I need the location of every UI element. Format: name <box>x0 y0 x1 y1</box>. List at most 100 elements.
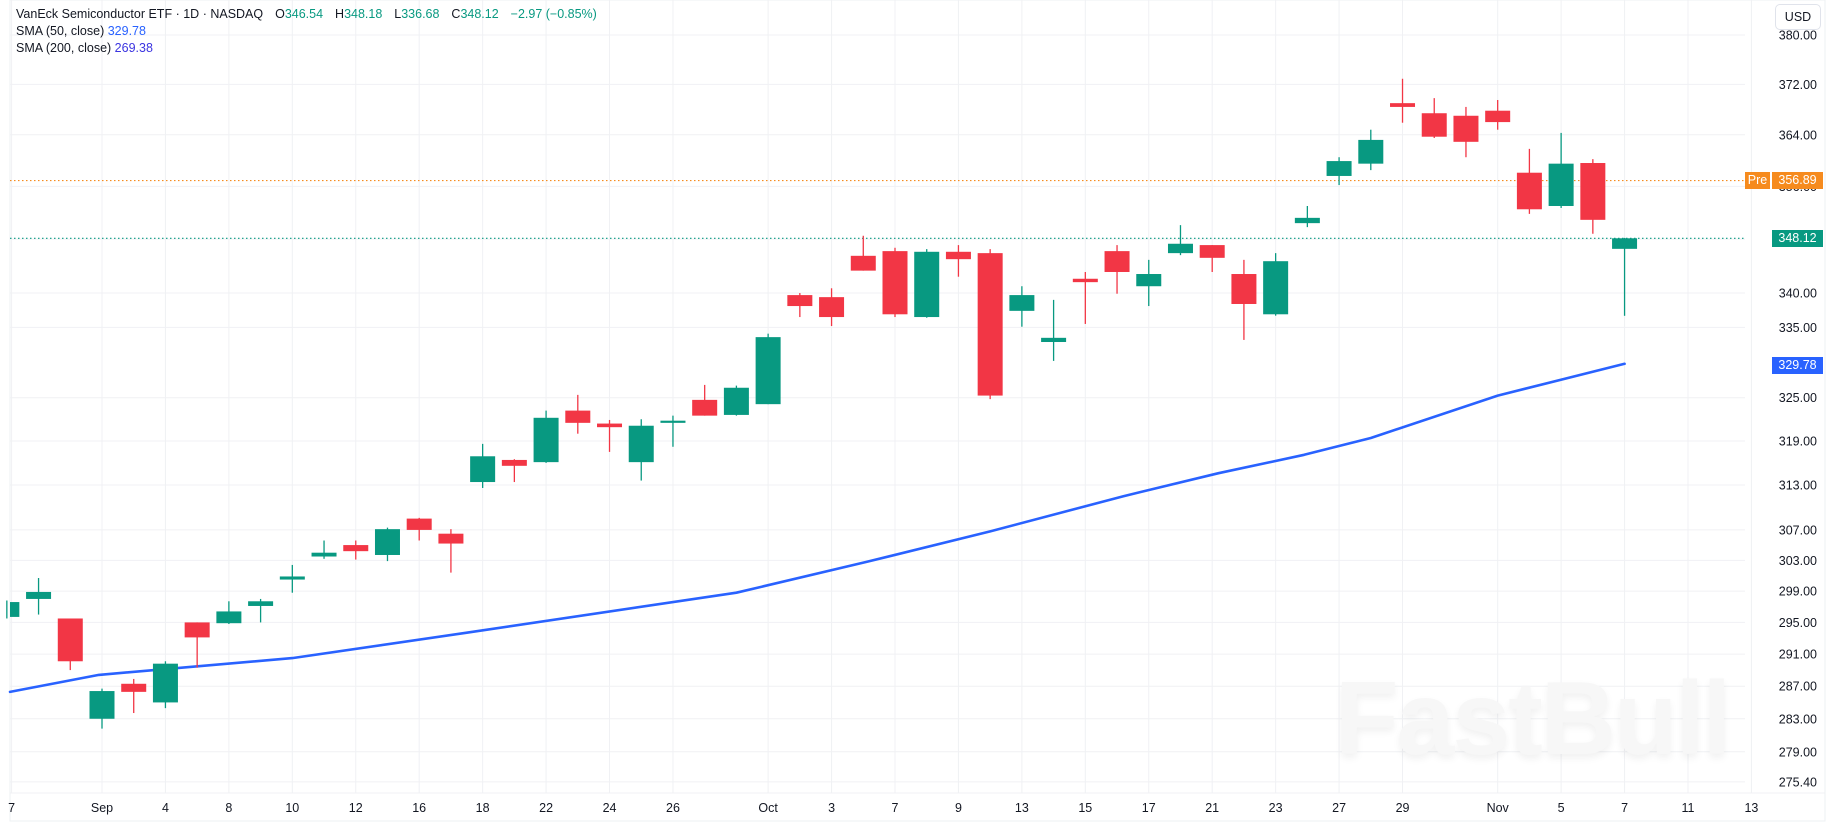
candle-body <box>26 591 52 599</box>
price-tick-label: 372.00 <box>1779 78 1817 92</box>
time-tick-label: 16 <box>412 801 426 815</box>
candle-body <box>787 295 813 307</box>
price-tick-label: 287.00 <box>1779 680 1817 694</box>
time-tick-label: 10 <box>285 801 299 815</box>
time-tick-label: 12 <box>349 801 363 815</box>
candle-body <box>89 691 115 719</box>
price-tick-label: 283.00 <box>1779 712 1817 726</box>
time-tick-label: 15 <box>1078 801 1092 815</box>
time-tick-label: 7 <box>892 801 899 815</box>
interval[interactable]: 1D <box>183 7 200 21</box>
premarket-price-label: 356.89 <box>1772 172 1823 189</box>
candle <box>1453 106 1479 158</box>
candle-body <box>660 420 686 423</box>
price-tick-label: 380.00 <box>1779 29 1817 43</box>
price-tick-label: 275.40 <box>1779 775 1817 789</box>
candle <box>1326 157 1352 186</box>
candle-body <box>628 425 654 463</box>
candle <box>977 249 1003 400</box>
candle-body <box>374 529 400 555</box>
sma50-value: 329.78 <box>107 24 146 38</box>
chart-frame <box>9 0 1826 822</box>
time-tick-label: Oct <box>758 801 778 815</box>
candle-body <box>279 576 305 580</box>
candle-body <box>501 459 527 466</box>
time-tick-label: 29 <box>1396 801 1410 815</box>
symbol-name[interactable]: VanEck Semiconductor ETF <box>16 7 173 21</box>
candle <box>1009 286 1035 327</box>
candle <box>533 410 559 463</box>
price-tick-label: 303.00 <box>1779 554 1817 568</box>
close-value: 348.12 <box>460 7 499 21</box>
candle-body <box>1612 238 1638 249</box>
candle-body <box>977 253 1003 396</box>
candle-body <box>1580 163 1606 220</box>
sma50-label: SMA (50, close) <box>16 24 105 38</box>
sma200-legend[interactable]: SMA (200, close) 269.38 <box>16 40 597 57</box>
candle <box>311 540 337 559</box>
price-tick-label: 313.00 <box>1779 479 1817 493</box>
candle-body <box>1041 337 1067 343</box>
candle-body <box>565 410 591 423</box>
candle-body <box>1294 217 1320 224</box>
sma200-label: SMA (200, close) <box>16 41 112 55</box>
sma50-price-label: 329.78 <box>1772 357 1823 374</box>
candle-body <box>723 387 749 415</box>
candle <box>819 288 845 327</box>
sma200-value: 269.38 <box>114 41 153 55</box>
candle <box>26 578 52 615</box>
candle <box>1072 271 1098 324</box>
exchange: NASDAQ <box>210 7 264 21</box>
candle-body <box>216 611 242 624</box>
candle-body <box>343 545 369 552</box>
time-tick-label: Sep <box>91 801 113 815</box>
time-tick-label: 13 <box>1015 801 1029 815</box>
price-tick-label: 325.00 <box>1779 391 1817 405</box>
candle-body <box>1358 139 1384 164</box>
currency-button[interactable]: USD <box>1775 4 1821 30</box>
time-tick-label: 18 <box>476 801 490 815</box>
candles <box>6 78 1638 729</box>
open-value: 346.54 <box>284 7 324 21</box>
separator-dot: · <box>202 7 211 21</box>
time-tick-label: 22 <box>539 801 553 815</box>
candle-body <box>1231 274 1257 304</box>
candle <box>57 618 83 671</box>
candle <box>1516 148 1542 214</box>
time-tick-label: 3 <box>828 801 835 815</box>
price-axis[interactable]: 380.00372.00364.00356.00348.00340.00335.… <box>1779 29 1817 790</box>
close-label: C <box>451 7 461 21</box>
last-price-label: 348.12 <box>1772 230 1823 247</box>
price-tick-label: 340.00 <box>1779 287 1817 301</box>
time-tick-label: 7 <box>8 801 15 815</box>
price-tick-label: 291.00 <box>1779 648 1817 662</box>
candle-body <box>10 602 20 617</box>
candle-body <box>882 251 908 315</box>
grid-lines <box>10 0 1825 794</box>
symbol-row[interactable]: VanEck Semiconductor ETF · 1D · NASDAQ O… <box>16 6 597 23</box>
candle <box>152 661 178 709</box>
candle <box>628 419 654 481</box>
candle <box>470 443 496 488</box>
time-axis[interactable]: 7 Sep 4 8 10 12 16 18 22 24 26 Oct 3 7 9 13 15 17 21 23 27 29… <box>8 801 1758 815</box>
candle-body <box>755 337 781 405</box>
high-value: 348.18 <box>344 7 383 21</box>
sma50-line <box>8 362 1626 694</box>
candle-body <box>1167 243 1193 254</box>
price-tick-label: 307.00 <box>1779 523 1817 537</box>
candle <box>374 527 400 562</box>
low-value: 336.68 <box>401 7 440 21</box>
candle <box>1485 100 1511 130</box>
candle-body <box>470 456 496 483</box>
candle-body <box>1104 251 1130 272</box>
sma50-legend[interactable]: SMA (50, close) 329.78 <box>16 23 597 40</box>
candle-body <box>533 417 559 463</box>
candle <box>945 245 971 277</box>
candle-body <box>184 622 210 638</box>
candle <box>660 415 686 447</box>
separator-dot: · <box>175 7 184 21</box>
candle-body <box>914 251 940 318</box>
candle-body <box>406 518 432 530</box>
candle <box>755 333 781 405</box>
